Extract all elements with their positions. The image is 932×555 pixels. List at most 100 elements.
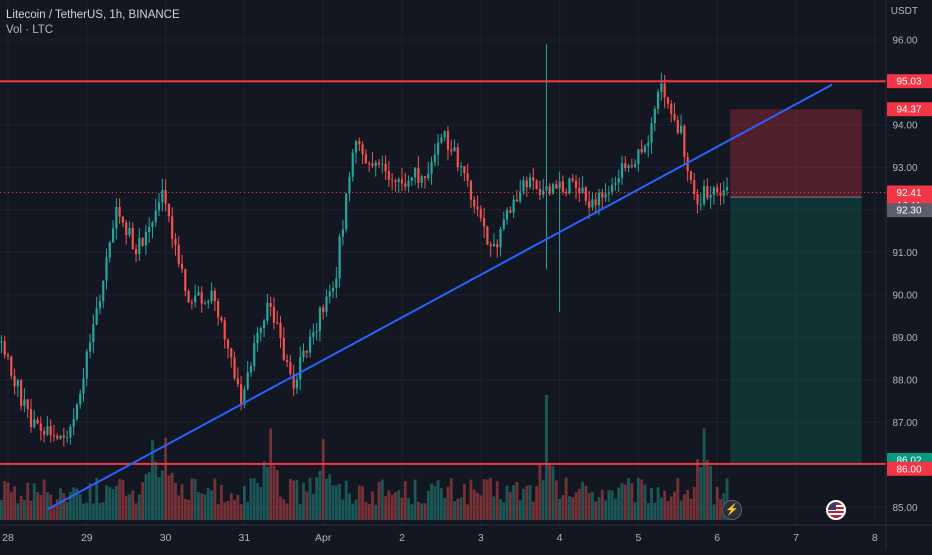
candle-body <box>384 163 387 172</box>
candle-body <box>138 237 141 255</box>
us-flag-icon[interactable] <box>826 500 846 520</box>
candle-body <box>164 190 167 204</box>
volume-bar <box>210 490 213 520</box>
volume-bar <box>16 503 20 520</box>
lightning-bolt-icon[interactable]: ⚡ <box>722 500 742 520</box>
volume-bar <box>374 504 378 520</box>
candle-body <box>460 166 463 168</box>
volume-bar <box>485 479 489 520</box>
time-tick-label: 28 <box>2 532 14 544</box>
candle-body <box>699 204 702 206</box>
candle-body <box>177 244 180 264</box>
short-position-tool[interactable] <box>730 109 862 464</box>
candle-body <box>279 322 282 339</box>
candle-body <box>56 435 59 439</box>
volume-bar <box>699 467 703 520</box>
volume-bar <box>469 479 473 520</box>
candle-body <box>535 180 538 189</box>
candle-body <box>591 199 594 208</box>
volume-bar <box>686 489 690 520</box>
time-tick-label: 3 <box>478 532 484 544</box>
candle-body <box>417 168 420 183</box>
candle-body <box>571 178 574 181</box>
candle-body <box>368 163 371 165</box>
candle-body <box>325 296 328 312</box>
candle-body <box>33 419 36 428</box>
volume-bar <box>564 477 568 520</box>
candle-body <box>240 384 243 405</box>
candle-body <box>26 399 29 410</box>
candle-body <box>190 302 193 304</box>
candle-body <box>46 426 49 435</box>
candle-body <box>604 193 607 198</box>
volume-bar <box>604 500 607 520</box>
candle-body <box>79 393 82 405</box>
symbol-title[interactable]: Litecoin / TetherUS, 1h, BINANCE <box>6 9 180 21</box>
candle-body <box>69 426 72 438</box>
candle-body <box>414 168 417 178</box>
volume-bar <box>262 461 266 520</box>
candle-body <box>505 210 509 220</box>
candle-body <box>141 237 144 246</box>
grid <box>0 0 886 525</box>
price-tick-label: 96.00 <box>892 35 917 46</box>
volume-bar <box>288 478 292 520</box>
candle-body <box>331 288 335 292</box>
candle-body <box>430 162 433 174</box>
volume-bar <box>275 470 279 520</box>
candle-body <box>469 180 473 200</box>
candle-body <box>588 201 591 208</box>
candle-body <box>437 142 440 155</box>
candle-body <box>614 182 617 185</box>
volume-bar <box>315 477 319 520</box>
candle-body <box>650 123 653 143</box>
volume-bar <box>620 482 624 520</box>
candle-body <box>318 307 322 332</box>
candle-body <box>151 222 154 227</box>
time-tick-label: 2 <box>399 532 405 544</box>
drawn-lines[interactable] <box>0 80 886 511</box>
candle-body <box>647 142 650 147</box>
price-tick-label: 89.00 <box>892 333 917 344</box>
currency-label[interactable]: USDT <box>890 6 918 17</box>
time-tick-label: 30 <box>160 532 172 544</box>
volume-bar <box>371 491 374 520</box>
volume-bar <box>650 488 653 520</box>
price-axis[interactable]: 85.0086.0087.0088.0089.0090.0091.0092.00… <box>885 0 932 550</box>
volume-bar <box>380 479 384 520</box>
volume-bar <box>282 499 286 520</box>
candle-body <box>131 227 134 250</box>
price-label-support: 86.00 <box>896 464 921 475</box>
candle-body <box>223 320 226 340</box>
candle-body <box>3 341 6 355</box>
volume-bar <box>95 477 99 520</box>
volume-bar <box>259 486 263 520</box>
candle-body <box>203 302 207 304</box>
candle-body <box>706 185 709 198</box>
volume-bar <box>344 480 348 520</box>
time-axis[interactable]: 28 29 30 31 Apr 2 3 4 5 6 7 8 <box>0 524 932 544</box>
candle-body <box>374 162 377 166</box>
volume-legend[interactable]: Vol · LTC <box>6 24 54 36</box>
volume-bar <box>26 482 30 520</box>
candle-body <box>263 320 266 328</box>
volume-bar <box>272 465 276 520</box>
volume-bar <box>42 479 46 520</box>
candle-body <box>555 183 558 189</box>
candle-body <box>315 331 318 333</box>
price-label-bg <box>887 203 932 218</box>
volume-bar <box>403 481 407 520</box>
time-tick-label: 7 <box>793 532 799 544</box>
candle-body <box>246 372 249 390</box>
volume-bar <box>528 484 532 520</box>
candlesticks <box>0 44 729 447</box>
candle-body <box>486 226 489 245</box>
volume-bar <box>331 485 335 520</box>
candle-body <box>39 423 42 432</box>
volume-bar <box>75 488 79 520</box>
volume-bar <box>23 500 26 520</box>
candle-body <box>230 348 233 358</box>
candle-body <box>322 307 325 312</box>
